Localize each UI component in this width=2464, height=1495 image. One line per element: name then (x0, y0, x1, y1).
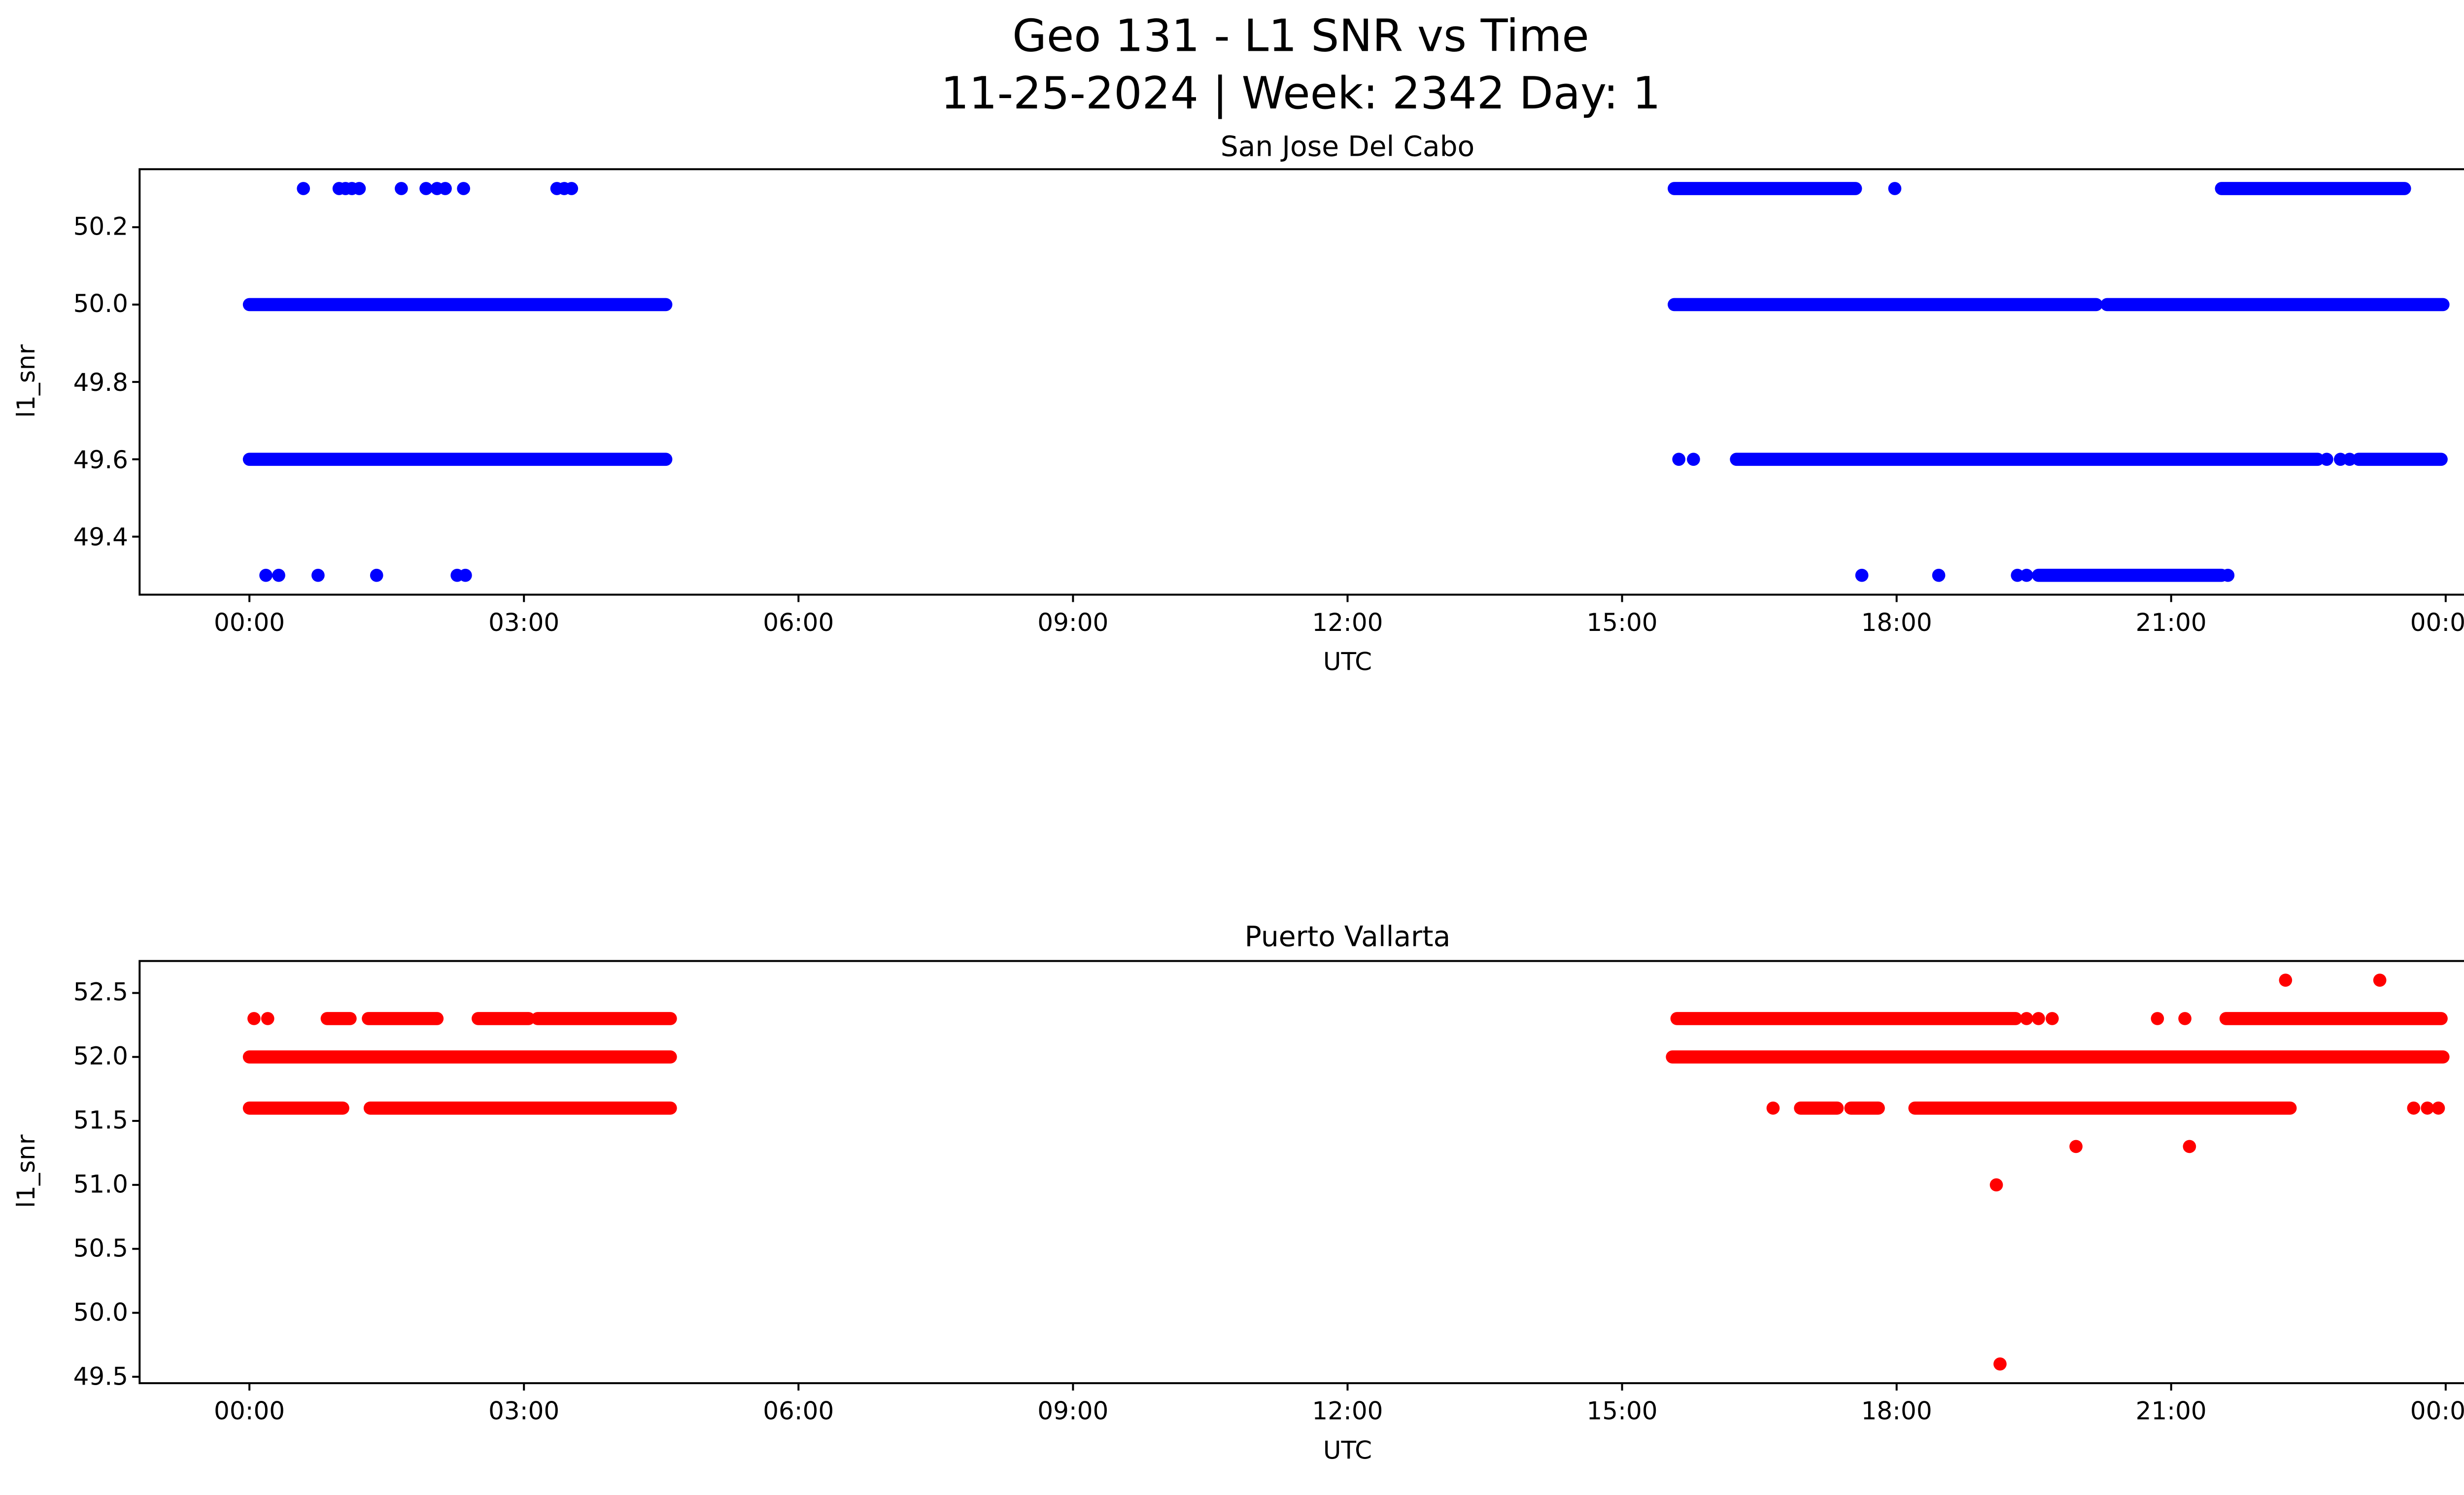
x-tick-label: 00:00 (2410, 1396, 2464, 1426)
y-tick-label: 52.0 (73, 1042, 128, 1072)
scatter-point (2343, 452, 2357, 466)
scatter-point (311, 568, 325, 582)
x-tick-label: 15:00 (1586, 608, 1658, 638)
x-tick-label: 00:00 (214, 608, 285, 638)
scatter-point (2407, 1101, 2421, 1115)
scatter-point (247, 1012, 261, 1025)
scatter-point (2183, 1140, 2196, 1153)
x-tick-label: 09:00 (1037, 1396, 1109, 1426)
y-tick-label: 51.5 (73, 1106, 128, 1136)
x-tick-label: 00:00 (214, 1396, 285, 1426)
scatter-point (419, 182, 433, 195)
scatter-point (1855, 568, 1869, 582)
scatter-series (242, 973, 2450, 1371)
x-tick-label: 09:00 (1037, 608, 1109, 638)
scatter-point (2032, 1012, 2045, 1025)
scatter-point (2221, 568, 2235, 582)
subplot-0 (132, 168, 2464, 602)
scatter-point (1989, 1178, 2003, 1192)
scatter-point (370, 568, 383, 582)
scatter-point (1687, 452, 1700, 466)
scatter-point (565, 182, 579, 195)
x-tick-label: 15:00 (1586, 1396, 1658, 1426)
scatter-point (2373, 973, 2387, 987)
subplot-1 (132, 960, 2464, 1391)
figure-title: Geo 131 - L1 SNR vs Time (1012, 11, 1589, 63)
scatter-series (242, 182, 2450, 582)
scatter-point (2431, 1101, 2445, 1115)
y-tick-label: 49.8 (73, 367, 128, 397)
scatter-point (2421, 1101, 2434, 1115)
scatter-point (2333, 452, 2347, 466)
scatter-point (395, 182, 408, 195)
x-axis-label: UTC (1323, 1435, 1372, 1465)
scatter-point (2020, 1012, 2033, 1025)
scatter-point (259, 568, 273, 582)
x-tick-label: 18:00 (1861, 1396, 1932, 1426)
x-tick-label: 18:00 (1861, 608, 1932, 638)
scatter-point (439, 182, 452, 195)
x-tick-label: 03:00 (488, 608, 560, 638)
scatter-point (2279, 973, 2293, 987)
scatter-point (1993, 1357, 2007, 1371)
scatter-point (1672, 452, 1686, 466)
axes-border (138, 168, 2464, 596)
scatter-point (2011, 568, 2024, 582)
scatter-point (297, 182, 310, 195)
x-tick-label: 00:00 (2410, 608, 2464, 638)
y-tick-label: 50.0 (73, 289, 128, 319)
figure-subtitle: 11-25-2024 | Week: 2342 Day: 1 (941, 69, 1661, 120)
scatter-point (272, 568, 285, 582)
scatter-point (2069, 1140, 2083, 1153)
subplot-title-san-jose-del-cabo: San Jose Del Cabo (1220, 131, 1475, 165)
scatter-point (459, 568, 472, 582)
x-tick-label: 06:00 (763, 1396, 834, 1426)
scatter-point (352, 182, 366, 195)
scatter-point (2046, 1012, 2059, 1025)
y-tick-label: 49.6 (73, 444, 128, 474)
scatter-point (2151, 1012, 2164, 1025)
scatter-point (1766, 1101, 1780, 1115)
y-tick-label: 50.0 (73, 1298, 128, 1328)
scatter-point (2320, 452, 2333, 466)
x-tick-label: 21:00 (2135, 608, 2207, 638)
x-tick-label: 12:00 (1312, 1396, 1383, 1426)
x-tick-label: 06:00 (763, 608, 834, 638)
y-tick-label: 49.4 (73, 522, 128, 552)
scatter-point (457, 182, 470, 195)
x-tick-label: 12:00 (1312, 608, 1383, 638)
scatter-point (2020, 568, 2033, 582)
x-tick-label: 21:00 (2135, 1396, 2207, 1426)
scatter-point (1888, 182, 1902, 195)
subplot-title-puerto-vallarta: Puerto Vallarta (1244, 921, 1451, 955)
y-tick-label: 51.0 (73, 1170, 128, 1200)
scatter-point (1932, 568, 1946, 582)
y-tick-label: 50.5 (73, 1234, 128, 1264)
x-axis-label: UTC (1323, 647, 1372, 677)
scatter-point (261, 1012, 274, 1025)
scatter-point (2178, 1012, 2191, 1025)
y-tick-label: 49.5 (73, 1362, 128, 1392)
y-tick-label: 50.2 (73, 212, 128, 242)
y-tick-label: 52.5 (73, 978, 128, 1008)
x-tick-label: 03:00 (488, 1396, 560, 1426)
